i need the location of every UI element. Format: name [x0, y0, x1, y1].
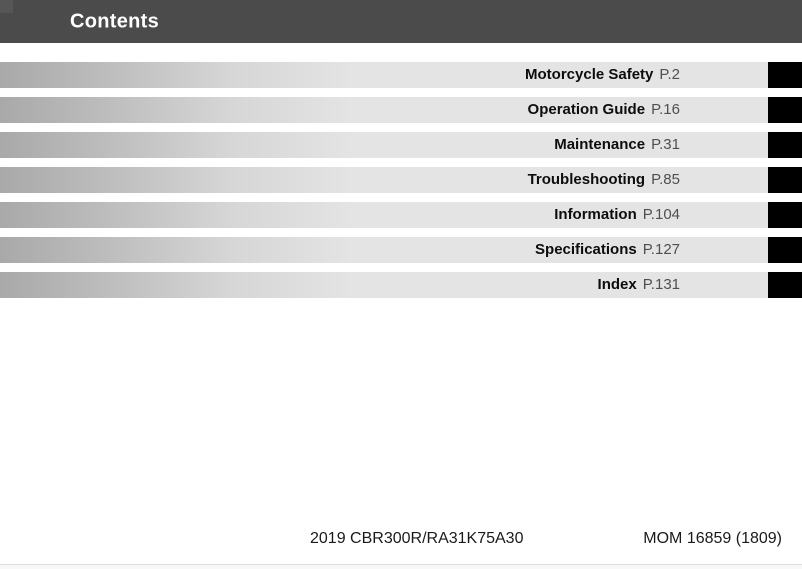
page-title: Contents — [70, 10, 160, 32]
page-divider — [0, 564, 802, 565]
toc-item-label: Motorcycle Safety — [525, 66, 654, 83]
toc-row-motorcycle-safety[interactable]: Motorcycle Safety P.2 — [0, 62, 802, 88]
toc-row-edge-tab — [768, 202, 802, 228]
toc-row-bar: Index P.131 — [0, 272, 768, 298]
toc-item-page: P.85 — [651, 171, 680, 188]
toc-item-page: P.16 — [651, 101, 680, 118]
footer-doc-code: MOM 16859 (1809) — [643, 530, 782, 547]
toc-item-page: P.2 — [659, 66, 680, 83]
header-bar: Contents — [0, 0, 802, 43]
toc-item-label: Index — [597, 276, 637, 293]
toc-item-label: Information — [554, 206, 637, 223]
toc-item-page: P.131 — [642, 276, 680, 293]
toc-item-label: Specifications — [535, 241, 637, 258]
toc-row-edge-tab — [768, 62, 802, 88]
toc-item-page: P.127 — [642, 241, 680, 258]
toc-row-bar: Motorcycle Safety P.2 — [0, 62, 768, 88]
toc-row-edge-tab — [768, 97, 802, 123]
toc-item-page: P.104 — [642, 206, 680, 223]
toc-row-bar: Information P.104 — [0, 202, 768, 228]
toc-row-bar: Operation Guide P.16 — [0, 97, 768, 123]
toc-item-label: Maintenance — [554, 136, 646, 153]
toc-item-page: P.31 — [651, 136, 680, 153]
page-bottom-edge — [0, 565, 802, 569]
toc-item-label: Troubleshooting — [527, 171, 646, 188]
header-corner-accent — [0, 0, 13, 13]
toc-row-edge-tab — [768, 132, 802, 158]
toc-item-label: Operation Guide — [527, 101, 646, 118]
toc-row-edge-tab — [768, 272, 802, 298]
toc-row-maintenance[interactable]: Maintenance P.31 — [0, 132, 802, 158]
toc-row-bar: Maintenance P.31 — [0, 132, 768, 158]
toc-row-troubleshooting[interactable]: Troubleshooting P.85 — [0, 167, 802, 193]
toc-row-edge-tab — [768, 237, 802, 263]
footer-model-text: 2019 CBR300R/RA31K75A30 — [310, 530, 524, 547]
toc-row-bar: Specifications P.127 — [0, 237, 768, 263]
toc-row-index[interactable]: Index P.131 — [0, 272, 802, 298]
toc-row-specifications[interactable]: Specifications P.127 — [0, 237, 802, 263]
toc-row-edge-tab — [768, 167, 802, 193]
toc-row-bar: Troubleshooting P.85 — [0, 167, 768, 193]
toc-row-information[interactable]: Information P.104 — [0, 202, 802, 228]
toc-row-operation-guide[interactable]: Operation Guide P.16 — [0, 97, 802, 123]
